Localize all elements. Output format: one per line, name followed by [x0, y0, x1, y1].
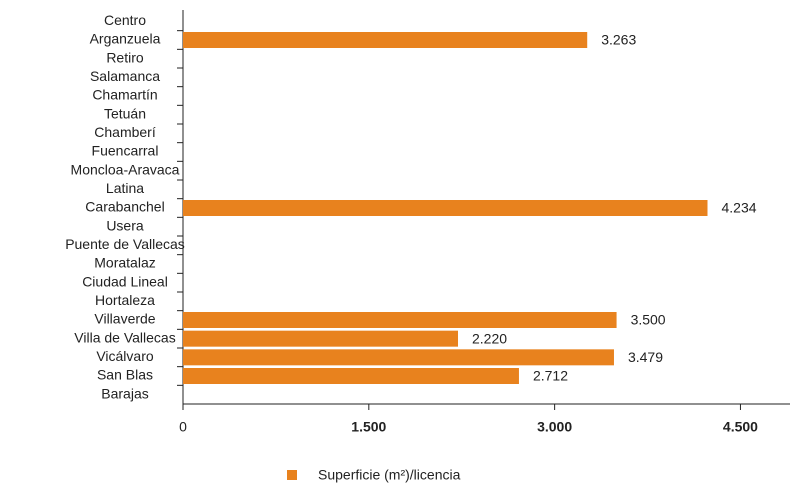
value-label: 3.500 [631, 312, 666, 328]
y-tick-label: Barajas [101, 385, 148, 401]
y-tick-label: Retiro [106, 49, 144, 65]
y-tick-label: Tetuán [104, 105, 146, 121]
x-tick-label: 4.500 [723, 419, 758, 435]
bar [183, 349, 614, 366]
bar [183, 312, 617, 328]
y-tick-label: Villaverde [94, 311, 155, 327]
x-tick-label: 3.000 [537, 419, 572, 435]
x-tick-label: 1.500 [351, 419, 386, 435]
legend-label: Superficie (m²)/licencia [318, 467, 461, 483]
y-tick-label: Usera [106, 217, 144, 233]
value-label: 3.263 [601, 32, 636, 48]
y-tick-label: Carabanchel [85, 199, 164, 215]
y-tick-label: Moratalaz [94, 255, 155, 271]
legend-swatch [287, 470, 297, 480]
y-tick-label: Ciudad Lineal [82, 273, 168, 289]
x-tick-label: 0 [179, 419, 187, 435]
y-tick-label: Chamartín [92, 87, 157, 103]
value-label: 2.220 [472, 330, 507, 346]
y-tick-label: Centro [104, 12, 146, 28]
y-tick-label: Chamberí [94, 124, 156, 140]
y-tick-label: Vicálvaro [96, 348, 154, 364]
bar [183, 200, 708, 216]
y-tick-label: Puente de Vallecas [65, 236, 185, 252]
y-tick-label: Fuencarral [92, 143, 159, 159]
y-tick-label: Salamanca [90, 68, 160, 84]
value-label: 4.234 [721, 200, 756, 216]
bar [183, 368, 519, 384]
bar [183, 32, 588, 48]
y-tick-label: Moncloa-Aravaca [71, 161, 180, 177]
bar [183, 330, 459, 347]
y-tick-label: San Blas [97, 367, 153, 383]
y-tick-label: Arganzuela [90, 31, 161, 47]
y-tick-label: Villa de Vallecas [74, 329, 175, 345]
y-tick-label: Latina [106, 180, 144, 196]
value-label: 3.479 [628, 349, 663, 365]
value-label: 2.712 [533, 368, 568, 384]
y-tick-label: Hortaleza [95, 292, 155, 308]
